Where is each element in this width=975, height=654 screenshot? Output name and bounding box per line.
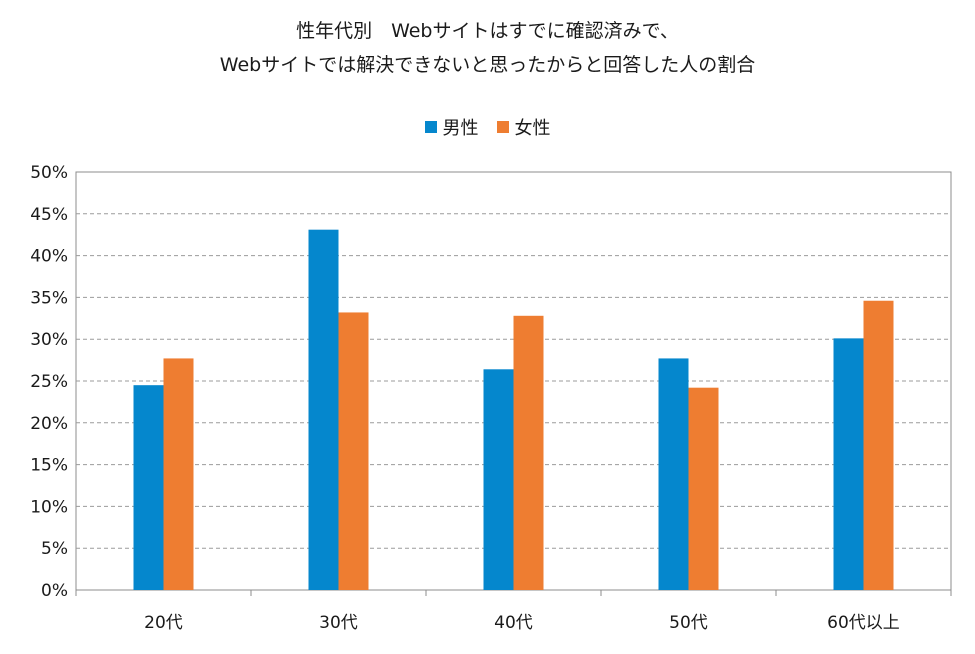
y-tick-label: 0%	[41, 581, 68, 601]
bar-male	[308, 229, 339, 590]
chart-title-line-2: Webサイトでは解決できないと思ったからと回答した人の割合	[219, 54, 756, 76]
y-tick-label: 50%	[30, 163, 68, 183]
x-tick-label: 40代	[494, 613, 533, 633]
legend-label-female: 女性	[514, 118, 551, 139]
legend-item-female: 女性	[496, 114, 551, 140]
x-tick-label: 60代以上	[827, 613, 900, 633]
y-tick-label: 30%	[30, 330, 68, 350]
bar-female	[338, 312, 369, 590]
legend-swatch-female	[496, 121, 509, 133]
x-tick-label: 30代	[319, 613, 358, 633]
y-tick-label: 40%	[30, 247, 68, 267]
bar-female	[513, 315, 544, 590]
bar-male	[133, 385, 164, 590]
bar-female	[688, 387, 719, 590]
bar-female	[163, 358, 194, 590]
legend: 男性 女性	[0, 114, 975, 140]
legend-swatch-male	[424, 121, 437, 133]
y-tick-label: 45%	[30, 205, 68, 225]
bar-male	[483, 369, 514, 590]
y-tick-label: 15%	[30, 456, 68, 476]
y-tick-label: 20%	[30, 414, 68, 434]
legend-label-male: 男性	[442, 118, 479, 139]
bar-female	[863, 300, 894, 590]
y-tick-label: 10%	[30, 497, 68, 517]
chart-title-line-1: 性年代別 Webサイトはすでに確認済みで、	[296, 20, 679, 42]
legend-item-male: 男性	[424, 114, 479, 140]
y-tick-label: 5%	[41, 539, 68, 559]
bar-male	[833, 338, 864, 590]
x-tick-label: 50代	[669, 613, 708, 633]
y-tick-label: 25%	[30, 372, 68, 392]
x-tick-label: 20代	[144, 613, 183, 633]
bar-male	[658, 358, 689, 590]
chart-title: 性年代別 Webサイトはすでに確認済みで、 Webサイトでは解決できないと思った…	[0, 14, 975, 82]
y-tick-label: 35%	[30, 288, 68, 308]
